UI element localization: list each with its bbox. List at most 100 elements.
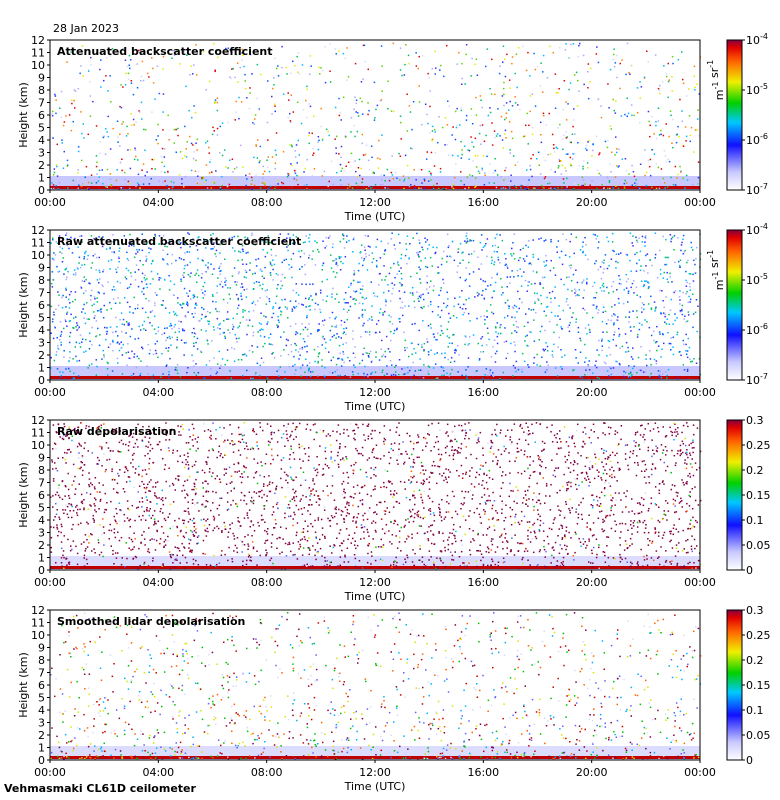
y-tick-label: 8 xyxy=(38,654,45,667)
x-axis-label: Time (UTC) xyxy=(344,780,406,793)
panel-title: Raw attenuated backscatter coefficient xyxy=(57,235,301,248)
x-tick-label: 12:00 xyxy=(359,766,391,779)
x-tick-label: 08:00 xyxy=(251,576,283,589)
x-tick-label: 12:00 xyxy=(359,196,391,209)
colorbar: 10-7 10-6 10-5 10-4 m-1 sr-1 xyxy=(706,222,768,387)
y-tick-label: 12 xyxy=(31,414,45,427)
y-tick-label: 1 xyxy=(38,172,45,185)
y-tick-label: 3 xyxy=(38,147,45,160)
x-tick-label: 04:00 xyxy=(142,766,174,779)
colorbar-tick-label: 0.15 xyxy=(746,679,771,692)
panel-title: Attenuated backscatter coefficient xyxy=(57,45,273,58)
colorbar-tick-label: 10-7 xyxy=(746,372,768,387)
y-tick-label: 6 xyxy=(38,489,45,502)
x-tick-label: 04:00 xyxy=(142,196,174,209)
x-tick-label: 20:00 xyxy=(576,386,608,399)
x-tick-label: 00:00 xyxy=(34,576,66,589)
surface-band xyxy=(50,756,700,759)
plot-area xyxy=(50,420,700,570)
y-tick-label: 3 xyxy=(38,527,45,540)
data-texture xyxy=(50,232,702,380)
x-tick-label: 16:00 xyxy=(467,766,499,779)
colorbar-tick-label: 0.15 xyxy=(746,489,771,502)
x-tick-label: 12:00 xyxy=(359,576,391,589)
x-tick-label: 20:00 xyxy=(576,576,608,589)
colorbar-tick-label: 0.05 xyxy=(746,539,771,552)
x-tick-label: 04:00 xyxy=(142,386,174,399)
y-tick-label: 4 xyxy=(38,704,45,717)
y-tick-label: 7 xyxy=(38,287,45,300)
y-tick-label: 10 xyxy=(31,59,45,72)
plot-area xyxy=(50,610,700,760)
y-tick-label: 2 xyxy=(38,159,45,172)
y-tick-label: 4 xyxy=(38,134,45,147)
plot-area xyxy=(50,230,700,380)
y-axis-label: Height (km) xyxy=(17,652,30,718)
colorbar-gradient xyxy=(726,229,743,381)
data-texture xyxy=(50,612,702,760)
x-tick-label: 00:00 xyxy=(684,766,716,779)
y-tick-label: 7 xyxy=(38,477,45,490)
y-tick-label: 0 xyxy=(38,564,45,577)
y-tick-label: 5 xyxy=(38,122,45,135)
colorbar-tick-label: 10-6 xyxy=(746,132,768,147)
colorbar-gradient xyxy=(726,609,743,761)
y-axis-label: Height (km) xyxy=(17,462,30,528)
x-tick-label: 00:00 xyxy=(34,196,66,209)
colorbar: 0 0.05 0.1 0.15 0.2 0.25 0.3 xyxy=(726,604,771,767)
y-tick-label: 5 xyxy=(38,502,45,515)
data-texture xyxy=(50,42,701,190)
y-tick-label: 6 xyxy=(38,109,45,122)
y-tick-label: 11 xyxy=(31,427,45,440)
x-tick-label: 16:00 xyxy=(467,196,499,209)
y-tick-label: 11 xyxy=(31,47,45,60)
y-tick-label: 9 xyxy=(38,452,45,465)
x-axis-label: Time (UTC) xyxy=(344,210,406,223)
x-tick-label: 04:00 xyxy=(142,576,174,589)
y-tick-label: 2 xyxy=(38,539,45,552)
colorbar-tick-label: 0.05 xyxy=(746,729,771,742)
y-tick-label: 10 xyxy=(31,439,45,452)
x-tick-label: 00:00 xyxy=(34,386,66,399)
y-tick-label: 1 xyxy=(38,552,45,565)
y-tick-label: 0 xyxy=(38,374,45,387)
y-tick-label: 9 xyxy=(38,642,45,655)
y-tick-label: 0 xyxy=(38,184,45,197)
y-tick-label: 8 xyxy=(38,274,45,287)
y-tick-label: 12 xyxy=(31,604,45,617)
y-tick-label: 3 xyxy=(38,717,45,730)
colorbar-tick-label: 0 xyxy=(746,754,753,767)
y-tick-label: 12 xyxy=(31,34,45,47)
y-axis-label: Height (km) xyxy=(17,82,30,148)
y-tick-label: 7 xyxy=(38,667,45,680)
colorbar-tick-label: 10-5 xyxy=(746,272,768,287)
colorbar-tick-label: 0.25 xyxy=(746,629,771,642)
colorbar-tick-label: 10-4 xyxy=(746,222,768,237)
panel-title: Raw depolarisation xyxy=(57,425,176,438)
y-tick-label: 6 xyxy=(38,299,45,312)
colorbar-tick-label: 10-6 xyxy=(746,322,768,337)
colorbar-tick-label: 10-7 xyxy=(746,182,768,197)
y-tick-label: 1 xyxy=(38,742,45,755)
surface-band xyxy=(50,186,700,189)
colorbar-gradient xyxy=(726,419,743,571)
colorbar-tick-label: 10-5 xyxy=(746,82,768,97)
y-tick-label: 10 xyxy=(31,629,45,642)
y-tick-label: 2 xyxy=(38,729,45,742)
y-tick-label: 9 xyxy=(38,72,45,85)
colorbar-tick-label: 0.1 xyxy=(746,514,764,527)
x-tick-label: 16:00 xyxy=(467,386,499,399)
surface-band xyxy=(50,376,700,379)
x-axis-label: Time (UTC) xyxy=(344,400,406,413)
colorbar-tick-label: 0.2 xyxy=(746,464,764,477)
panel-title: Smoothed lidar depolarisation xyxy=(57,615,245,628)
x-tick-label: 08:00 xyxy=(251,196,283,209)
colorbar: 0 0.05 0.1 0.15 0.2 0.25 0.3 xyxy=(726,414,771,577)
colorbar-tick-label: 0.3 xyxy=(746,414,764,427)
colorbar-tick-label: 0.1 xyxy=(746,704,764,717)
y-tick-label: 8 xyxy=(38,464,45,477)
y-axis-label: Height (km) xyxy=(17,272,30,338)
